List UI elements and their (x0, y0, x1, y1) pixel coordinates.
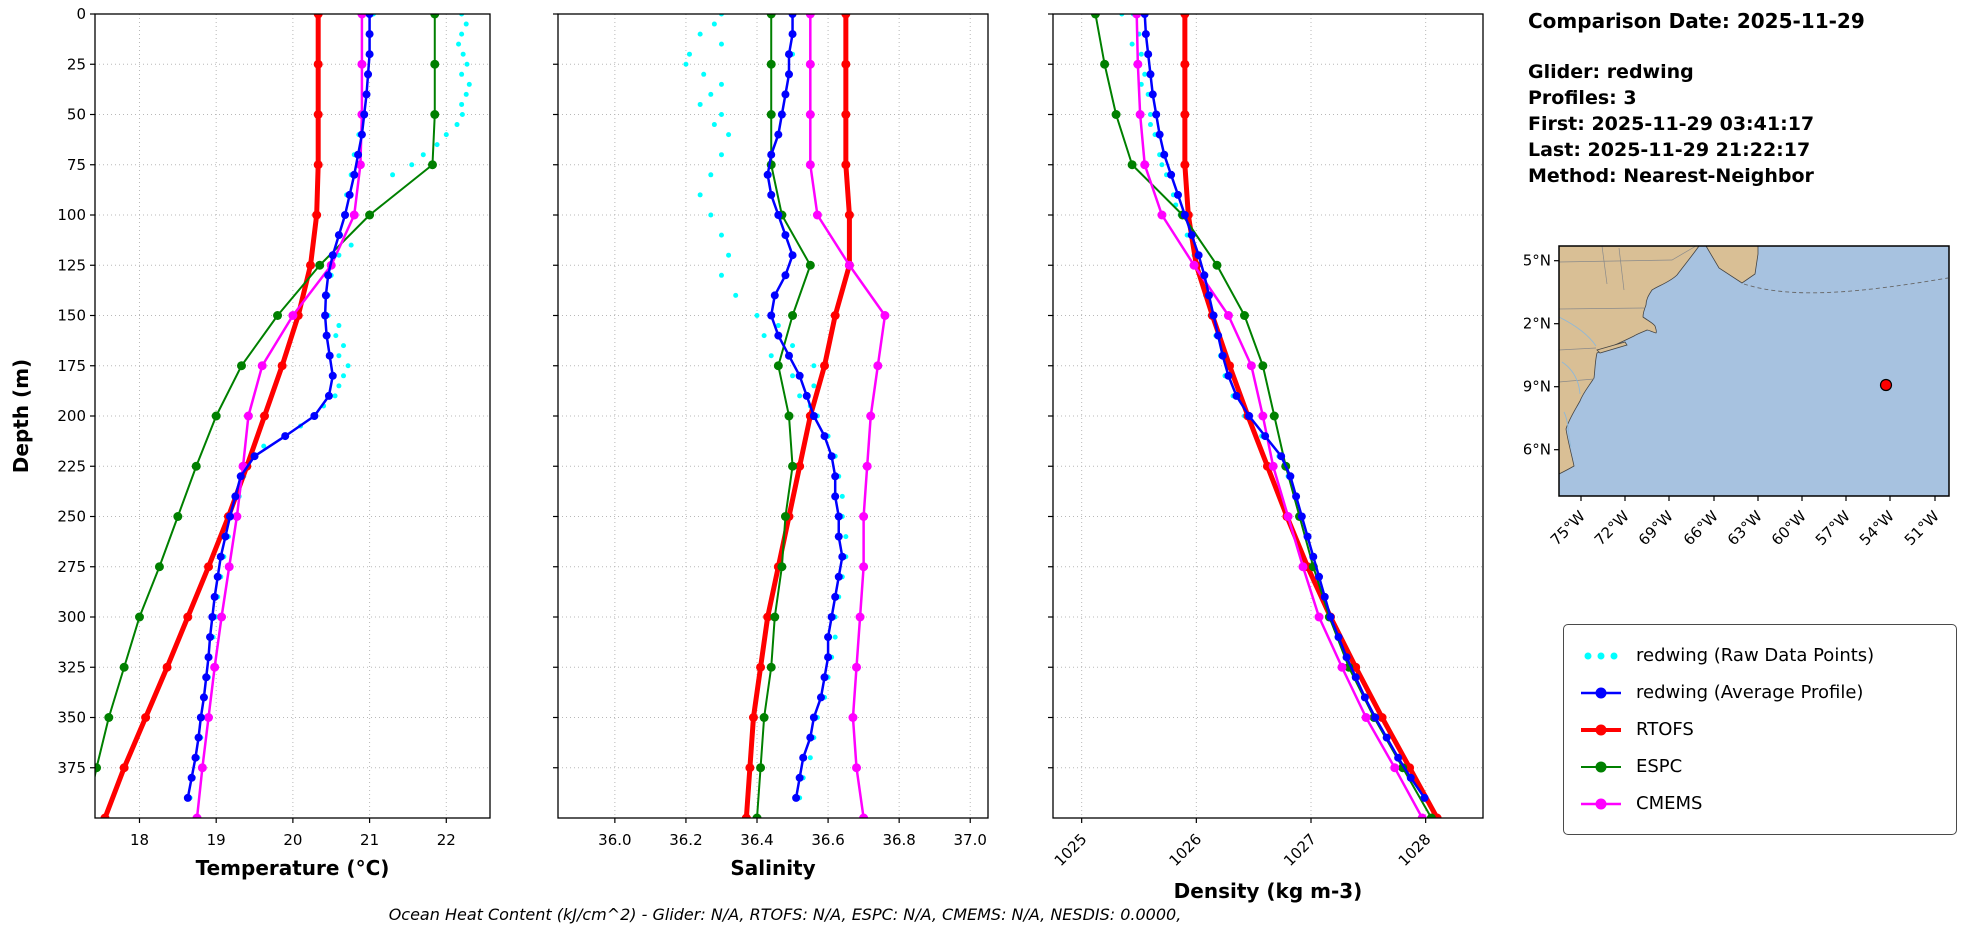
panel-temperature: 18 19 20 21 22 0 25 50 75 100 125 150 175 200 225 250 27… (57, 5, 491, 880)
svg-text:225: 225 (57, 457, 86, 475)
svg-text:36°N: 36°N (1524, 441, 1551, 459)
maritime-boundary-dashed (1743, 277, 1949, 294)
legend-item-raw: redwing (Raw Data Points) (1578, 637, 1942, 674)
svg-text:36.4: 36.4 (740, 831, 773, 849)
svg-text:60°W: 60°W (1768, 507, 1810, 549)
map-lat-axis: 45°N 42°N 39°N 36°N (1524, 252, 1559, 459)
first-profile-time: First: 2025-11-29 03:41:17 (1528, 113, 1815, 135)
svg-text:Depth (m): Depth (m) (9, 359, 33, 473)
spacer (1528, 34, 1865, 59)
svg-text:36.2: 36.2 (669, 831, 702, 849)
svg-text:25: 25 (67, 55, 86, 73)
legend-item-espc: ESPC (1578, 748, 1942, 785)
svg-text:36.6: 36.6 (811, 831, 844, 849)
svg-text:1027: 1027 (1280, 830, 1320, 870)
svg-text:18: 18 (130, 831, 149, 849)
svg-text:1026: 1026 (1165, 830, 1205, 870)
svg-text:375: 375 (57, 759, 86, 777)
svg-text:36.0: 36.0 (598, 831, 631, 849)
svg-text:75: 75 (67, 156, 86, 174)
svg-text:75°W: 75°W (1547, 507, 1589, 549)
svg-text:21: 21 (360, 831, 379, 849)
coastline-long-island (1596, 341, 1628, 354)
legend-label: CMEMS (1636, 793, 1703, 814)
svg-text:200: 200 (57, 407, 86, 425)
legend-label: redwing (Raw Data Points) (1636, 645, 1875, 666)
svg-text:69°W: 69°W (1635, 507, 1677, 549)
glider-name: Glider: redwing (1528, 61, 1694, 83)
method-label: Method: Nearest-Neighbor (1528, 165, 1814, 187)
legend-item-cmems: CMEMS (1578, 785, 1942, 822)
legend-swatch-espc-line (1581, 761, 1621, 772)
svg-text:1025: 1025 (1051, 830, 1091, 870)
svg-text:175: 175 (57, 357, 86, 375)
legend-item-avg: redwing (Average Profile) (1578, 674, 1942, 711)
svg-text:72°W: 72°W (1591, 507, 1633, 549)
svg-text:250: 250 (57, 508, 86, 526)
comparison-date: Comparison Date: 2025-11-29 (1528, 9, 1865, 33)
svg-text:39°N: 39°N (1524, 378, 1551, 396)
svg-text:Temperature (°C): Temperature (°C) (196, 856, 390, 880)
salinity-series (683, 14, 890, 818)
svg-text:19: 19 (207, 831, 226, 849)
ohc-caption: Ocean Heat Content (kJ/cm^2) - Glider: N… (388, 905, 1182, 924)
rivers (1558, 316, 1597, 448)
metadata-panel: Comparison Date: 2025-11-29 Glider: redw… (1528, 8, 1865, 189)
svg-text:275: 275 (57, 558, 86, 576)
svg-text:66°W: 66°W (1680, 507, 1722, 549)
svg-text:Salinity: Salinity (730, 856, 815, 880)
svg-text:20: 20 (283, 831, 302, 849)
svg-text:37.0: 37.0 (954, 831, 987, 849)
legend-swatch-avg-line (1581, 687, 1621, 698)
svg-text:325: 325 (57, 658, 86, 676)
map-border (1558, 245, 1950, 497)
panel-density: 1025 1026 1027 1028 Density (kg m-3) (1048, 13, 1484, 903)
svg-text:50: 50 (67, 106, 86, 124)
coastline-mainland (1558, 245, 1700, 475)
svg-text:22: 22 (437, 831, 456, 849)
map-land (1558, 245, 1759, 475)
panel-salinity: 36.0 36.2 36.4 36.6 36.8 37.0 Salinity (553, 13, 989, 880)
legend-swatch-raw-dots (1584, 652, 1618, 659)
svg-text:54°W: 54°W (1856, 507, 1898, 549)
map-lon-axis: 75°W 72°W 69°W 66°W 63°W 60°W 57°W 54°W 51°W (1547, 496, 1943, 549)
location-map: 45°N 42°N 39°N 36°N 75°W72°W69°W66°W63°W60°… (1524, 245, 1950, 549)
svg-text:42°N: 42°N (1524, 315, 1551, 333)
legend-box: redwing (Raw Data Points) redwing (Avera… (1563, 624, 1957, 835)
svg-text:125: 125 (57, 256, 86, 274)
legend-swatch-rtofs-line (1581, 724, 1621, 735)
glider-location-marker (1879, 378, 1893, 392)
svg-text:57°W: 57°W (1812, 507, 1854, 549)
svg-text:45°N: 45°N (1524, 252, 1551, 270)
legend-item-rtofs: RTOFS (1578, 711, 1942, 748)
svg-text:0: 0 (76, 5, 86, 23)
legend-label: RTOFS (1636, 719, 1694, 740)
legend-label: ESPC (1636, 756, 1683, 777)
svg-text:51°W: 51°W (1901, 507, 1943, 549)
svg-text:300: 300 (57, 608, 86, 626)
legend-swatch-cmems-line (1581, 798, 1621, 809)
svg-text:350: 350 (57, 709, 86, 727)
profile-plots: 18 19 20 21 22 0 25 50 75 100 125 150 175 200 225 250 27… (9, 5, 1484, 903)
svg-text:Density (kg m-3): Density (kg m-3) (1174, 879, 1363, 903)
state-borders (1558, 245, 1697, 383)
last-profile-time: Last: 2025-11-29 21:22:17 (1528, 139, 1811, 161)
svg-text:36.8: 36.8 (882, 831, 915, 849)
density-series (1090, 14, 1442, 818)
svg-text:1028: 1028 (1395, 830, 1435, 870)
temperature-series (95, 14, 472, 818)
profile-count: Profiles: 3 (1528, 87, 1637, 109)
svg-text:63°W: 63°W (1724, 507, 1766, 549)
svg-text:100: 100 (57, 206, 86, 224)
svg-text:150: 150 (57, 307, 86, 325)
legend-label: redwing (Average Profile) (1636, 682, 1864, 703)
